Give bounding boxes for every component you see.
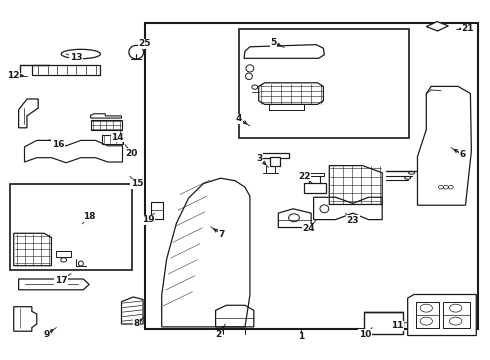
- Polygon shape: [32, 65, 100, 75]
- Ellipse shape: [252, 85, 258, 89]
- Text: 1: 1: [298, 332, 304, 341]
- Text: 23: 23: [346, 216, 359, 225]
- Polygon shape: [261, 153, 289, 158]
- Text: 25: 25: [138, 40, 151, 49]
- Ellipse shape: [246, 65, 254, 72]
- Polygon shape: [244, 45, 324, 58]
- Text: 17: 17: [55, 276, 68, 284]
- Text: 15: 15: [131, 179, 144, 188]
- Ellipse shape: [129, 45, 144, 59]
- Text: 19: 19: [142, 215, 154, 224]
- Text: 12: 12: [7, 71, 20, 80]
- Ellipse shape: [409, 171, 415, 174]
- Bar: [239, 29, 409, 138]
- Polygon shape: [102, 135, 123, 144]
- Text: 8: 8: [133, 320, 139, 328]
- Text: 13: 13: [70, 53, 82, 62]
- Polygon shape: [91, 114, 122, 118]
- Polygon shape: [91, 120, 122, 130]
- Text: 18: 18: [83, 212, 96, 221]
- Ellipse shape: [78, 261, 83, 266]
- Bar: [443, 302, 470, 328]
- Bar: [364, 312, 403, 334]
- Bar: [145, 23, 478, 329]
- Text: 5: 5: [270, 38, 276, 47]
- Ellipse shape: [405, 176, 411, 179]
- Bar: [416, 302, 439, 328]
- Text: 22: 22: [298, 172, 311, 181]
- Polygon shape: [259, 83, 323, 104]
- Ellipse shape: [245, 73, 252, 80]
- Text: 7: 7: [218, 230, 225, 239]
- Ellipse shape: [61, 49, 100, 59]
- Text: 9: 9: [43, 330, 50, 338]
- Text: 4: 4: [236, 114, 243, 123]
- Text: 14: 14: [111, 133, 124, 142]
- Text: 11: 11: [391, 321, 403, 330]
- Text: 2: 2: [215, 330, 221, 339]
- Text: 6: 6: [460, 150, 466, 159]
- Text: 24: 24: [302, 224, 315, 233]
- Text: 16: 16: [51, 140, 64, 149]
- Polygon shape: [426, 22, 448, 31]
- Text: 21: 21: [462, 24, 474, 33]
- Text: 10: 10: [359, 330, 371, 338]
- Polygon shape: [56, 251, 71, 257]
- Polygon shape: [270, 157, 280, 166]
- Text: 20: 20: [125, 149, 138, 158]
- Polygon shape: [408, 294, 476, 336]
- Text: 3: 3: [257, 154, 263, 163]
- Bar: [10, 184, 132, 270]
- Ellipse shape: [61, 258, 67, 262]
